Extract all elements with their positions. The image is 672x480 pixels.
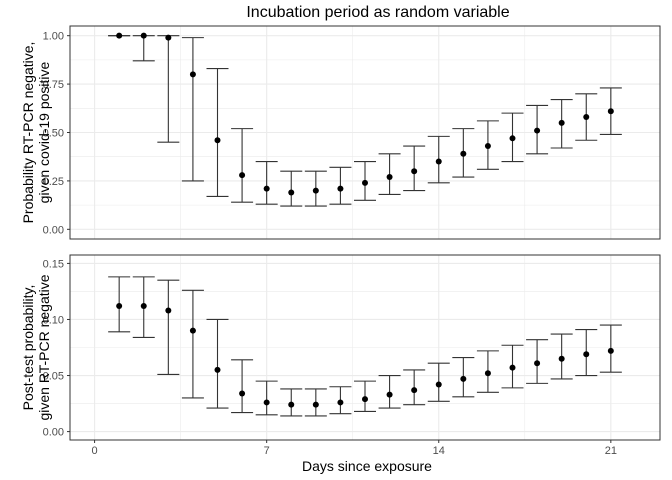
data-point: [509, 364, 516, 371]
data-point: [288, 189, 295, 196]
data-point: [116, 32, 123, 39]
y-tick-label: 0.00: [43, 224, 64, 236]
y-tick-label: 1.00: [43, 31, 64, 43]
panel-border: [69, 25, 661, 240]
data-point: [411, 168, 418, 175]
data-point: [140, 32, 147, 39]
data-point: [239, 172, 246, 179]
data-point: [337, 399, 344, 406]
y-tick-label: 0.05: [43, 371, 64, 383]
error-bar: [231, 359, 254, 414]
data-point: [263, 399, 270, 406]
y-axis-title: Probability RT-PCR negative,given covid-…: [20, 42, 52, 224]
data-point: [362, 396, 368, 403]
data-point: [509, 135, 516, 142]
data-point: [484, 370, 491, 377]
data-point: [558, 119, 565, 126]
data-point: [411, 387, 418, 394]
data-point: [460, 375, 467, 382]
error-bar: [181, 289, 204, 399]
data-point: [165, 307, 172, 314]
chart-title: Incubation period as random variable: [246, 4, 509, 21]
y-axis-title-line: Probability RT-PCR negative,: [20, 42, 36, 224]
error-bar: [255, 380, 278, 416]
y-tick-label: 0.50: [43, 128, 64, 140]
data-point: [312, 401, 319, 408]
x-tick-label: 7: [264, 445, 270, 457]
y-tick-label: 0.25: [43, 176, 64, 188]
data-point: [607, 108, 614, 115]
y-tick-label: 0.10: [43, 314, 64, 326]
y-axis-title-line: Post-test probability,: [20, 285, 36, 411]
error-bar: [157, 279, 180, 375]
data-point: [435, 381, 442, 388]
data-point: [534, 127, 541, 134]
data-point: [435, 158, 442, 165]
data-point: [558, 355, 565, 362]
data-point: [362, 179, 368, 186]
error-bar: [181, 37, 204, 182]
error-bar: [231, 128, 254, 203]
x-tick-label: 0: [92, 445, 98, 457]
data-point: [288, 401, 295, 408]
error-bar: [255, 160, 278, 205]
error-bar: [206, 68, 229, 197]
y-tick-label: 0.15: [43, 258, 64, 270]
data-point: [189, 71, 196, 78]
data-point: [263, 185, 270, 192]
error-bar: [280, 170, 303, 207]
data-point: [386, 174, 393, 181]
data-point: [386, 391, 393, 398]
y-axis-title-line: given covid-19 positive: [36, 61, 52, 203]
data-point: [312, 187, 319, 194]
data-point: [165, 34, 172, 41]
data-point: [484, 143, 491, 150]
data-point: [140, 303, 147, 310]
x-tick-label: 14: [433, 445, 445, 457]
data-point: [337, 185, 344, 192]
x-axis-title: Days since exposure: [302, 458, 432, 474]
panel-border: [69, 254, 661, 441]
data-point: [460, 150, 467, 157]
data-point: [214, 366, 221, 373]
data-point: [583, 351, 590, 358]
data-point: [239, 390, 246, 397]
y-tick-label: 0.00: [43, 427, 64, 439]
y-axis-title-line: given RT-PCR negative: [36, 274, 52, 420]
x-tick-label: 21: [605, 445, 617, 457]
data-point: [214, 137, 221, 144]
error-bar: [206, 318, 229, 409]
data-point: [534, 360, 541, 367]
y-tick-label: 0.75: [43, 79, 64, 91]
bottom-panel: 0.00 0.05 0.10 0.15 0 7 14 21 Post-test probabil…: [20, 254, 661, 457]
data-point: [607, 347, 614, 354]
y-axis-title: Post-test probability,given RT-PCR negat…: [20, 274, 52, 420]
data-point: [583, 114, 590, 121]
data-point: [189, 327, 196, 334]
data-point: [116, 303, 123, 310]
